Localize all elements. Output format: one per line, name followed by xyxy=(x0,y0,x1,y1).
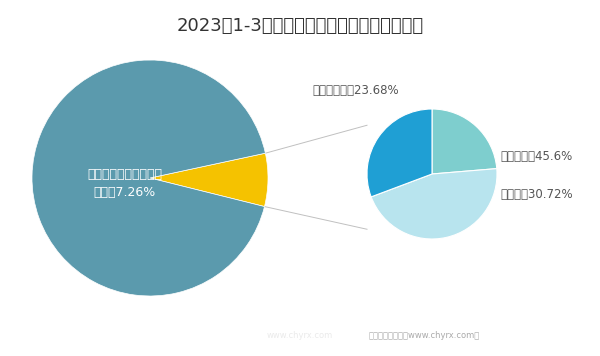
Wedge shape xyxy=(367,109,432,197)
Text: 轨道交通30.72%: 轨道交通30.72% xyxy=(500,188,572,200)
Text: 制图：智研咨询（www.chyrx.com）: 制图：智研咨询（www.chyrx.com） xyxy=(369,331,480,340)
Wedge shape xyxy=(371,169,497,239)
Text: www.chyrx.com: www.chyrx.com xyxy=(267,331,333,340)
Wedge shape xyxy=(150,153,268,206)
Wedge shape xyxy=(32,60,265,296)
Wedge shape xyxy=(432,109,497,174)
Text: 四川省客运总量占全国
比重为7.26%: 四川省客运总量占全国 比重为7.26% xyxy=(88,168,163,199)
Text: 巡游出租汽车23.68%: 巡游出租汽车23.68% xyxy=(312,84,398,98)
Text: 2023年1-3月四川省累计客运总量分类统计图: 2023年1-3月四川省累计客运总量分类统计图 xyxy=(176,17,424,35)
Text: 公共汽电车45.6%: 公共汽电车45.6% xyxy=(500,150,572,162)
